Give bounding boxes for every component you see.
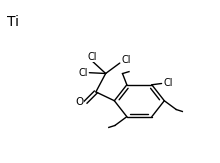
Text: Cl: Cl <box>88 52 97 62</box>
Text: Ti: Ti <box>7 15 19 29</box>
Text: Cl: Cl <box>78 68 88 78</box>
Text: O: O <box>76 97 84 107</box>
Text: Cl: Cl <box>164 79 173 89</box>
Text: Cl: Cl <box>121 55 131 65</box>
